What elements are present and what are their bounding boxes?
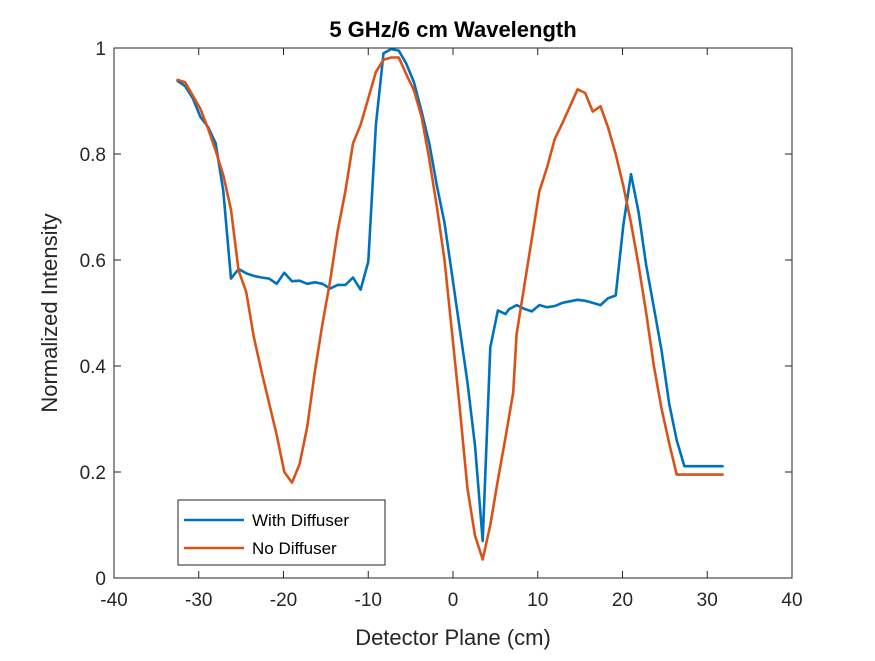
x-tick-label: 40 — [781, 590, 802, 611]
x-tick-label: -10 — [355, 590, 382, 611]
y-tick-label: 0.8 — [80, 145, 106, 166]
legend-label: With Diffuser — [252, 511, 349, 530]
x-tick-label: -20 — [270, 590, 297, 611]
legend-box — [177, 499, 386, 566]
y-tick-label: 0.2 — [80, 463, 106, 484]
x-tick-label: 20 — [612, 590, 633, 611]
x-axis-label: Detector Plane (cm) — [355, 625, 551, 650]
legend: With Diffuser No Diffuser — [177, 499, 386, 566]
y-tick-label: 1 — [95, 39, 106, 60]
x-tick-label: 30 — [697, 590, 718, 611]
plot-area — [114, 48, 792, 578]
x-tick-label: -40 — [100, 590, 127, 611]
y-tick-label: 0.4 — [80, 357, 107, 378]
chart-title: 5 GHz/6 cm Wavelength — [329, 17, 576, 42]
y-tick-label: 0.6 — [80, 251, 106, 272]
legend-label: No Diffuser — [252, 539, 337, 558]
series-line-with-diffuser — [176, 47, 724, 543]
series-layer — [176, 47, 724, 561]
x-tick-label: 10 — [527, 590, 548, 611]
series-line-no-diffuser — [176, 56, 724, 561]
ticks-layer: -40 -30 -20 -10 0 10 20 30 40 0 0.2 0.4 0.6 0.8 1 — [80, 39, 803, 611]
x-tick-label: 0 — [448, 590, 459, 611]
x-tick-label: -30 — [185, 590, 212, 611]
y-tick-label: 0 — [95, 569, 106, 590]
y-axis-label: Normalized Intensity — [37, 213, 62, 412]
